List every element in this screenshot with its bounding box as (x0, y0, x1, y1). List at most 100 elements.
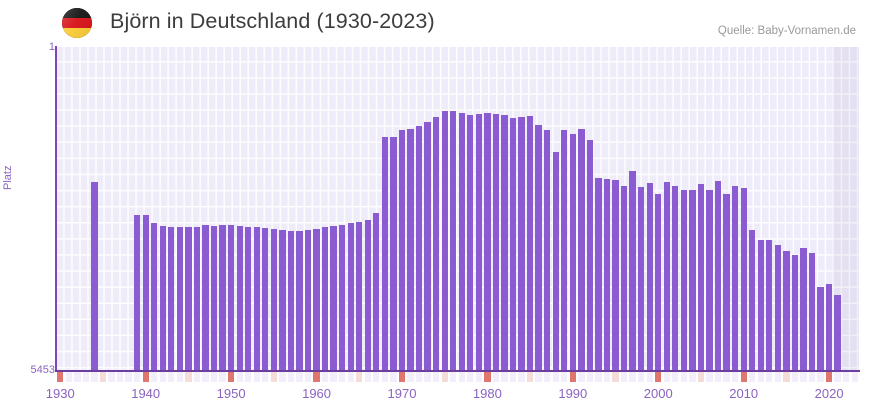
bar (800, 248, 807, 370)
x-axis-label: 1970 (387, 386, 417, 401)
x-axis-tick-mark (185, 372, 192, 382)
x-axis-tick-mark (569, 372, 576, 382)
x-axis-tick-mark (151, 372, 158, 382)
bar (91, 182, 98, 370)
bar (501, 115, 508, 370)
bar (706, 190, 713, 370)
bar (578, 129, 585, 370)
x-axis-tick-marks (56, 372, 859, 383)
x-axis-tick-mark (638, 372, 645, 382)
bar (834, 295, 841, 370)
bar (321, 227, 329, 370)
bar (544, 130, 551, 370)
y-axis-tick-bottom: 5453 (30, 364, 55, 376)
y-axis-title: Platz (2, 165, 14, 190)
bar (697, 184, 705, 370)
x-axis-tick-mark (501, 372, 508, 382)
x-axis-tick-mark (321, 372, 329, 382)
x-axis-tick-mark (168, 372, 175, 382)
x-axis-tick-mark (458, 372, 465, 382)
x-axis-tick-mark (441, 372, 448, 382)
x-axis-tick-mark (176, 372, 184, 382)
x-axis-tick-mark (509, 372, 517, 382)
bar (142, 215, 149, 370)
x-axis-tick-mark (603, 372, 611, 382)
bar (808, 253, 816, 370)
x-axis-label: 2000 (643, 386, 673, 401)
x-axis-tick-mark (432, 372, 440, 382)
bar (441, 111, 448, 370)
x-axis-tick-mark (561, 372, 568, 382)
bar (407, 129, 414, 370)
x-axis-tick-mark (82, 372, 90, 382)
bar (569, 134, 576, 370)
x-axis-tick-mark (65, 372, 72, 382)
x-axis-tick-mark (407, 372, 414, 382)
bar (210, 226, 218, 370)
germany-flag-icon (62, 8, 92, 38)
x-axis-tick-mark (791, 372, 799, 382)
x-axis-tick-mark (227, 372, 235, 382)
x-axis-tick-mark (236, 372, 243, 382)
x-axis-tick-mark (142, 372, 149, 382)
x-axis-tick-mark (108, 372, 115, 382)
x-axis-tick-mark (663, 372, 670, 382)
x-axis-tick-mark (475, 372, 482, 382)
x-axis-tick-mark (723, 372, 730, 382)
y-axis-line (55, 46, 57, 371)
bar (398, 130, 406, 370)
bar (680, 190, 688, 370)
x-axis-label: 1960 (302, 386, 332, 401)
x-axis-tick-mark (612, 372, 619, 382)
bar (176, 227, 184, 370)
x-axis-tick-mark (851, 372, 858, 382)
bar (450, 111, 457, 370)
bar (245, 227, 252, 370)
bar (262, 228, 269, 370)
x-axis-tick-mark (133, 372, 141, 382)
bar (825, 284, 833, 370)
source-attribution: Quelle: Baby-Vornamen.de (717, 25, 856, 37)
bar-series-bjoern (56, 47, 859, 370)
x-axis-tick-mark (800, 372, 807, 382)
bar (766, 240, 773, 370)
bar (159, 226, 166, 370)
x-axis-tick-mark (356, 372, 363, 382)
x-axis-label: 1990 (558, 386, 588, 401)
x-axis-tick-mark (202, 372, 209, 382)
x-axis-tick-mark (304, 372, 312, 382)
bar (672, 186, 679, 370)
x-axis-label: 2010 (729, 386, 759, 401)
x-axis-tick-mark (99, 372, 107, 382)
bar (296, 231, 303, 370)
x-axis-tick-mark (749, 372, 756, 382)
x-axis-tick-mark (672, 372, 679, 382)
bar (185, 227, 192, 370)
x-axis-tick-mark (193, 372, 201, 382)
x-axis-tick-mark (313, 372, 320, 382)
x-axis-tick-mark (757, 372, 764, 382)
bar (603, 179, 611, 370)
x-axis-tick-mark (253, 372, 260, 382)
bar (432, 117, 440, 370)
x-axis-label: 2020 (814, 386, 844, 401)
x-axis-label: 1940 (131, 386, 161, 401)
x-axis-tick-mark (91, 372, 98, 382)
bar (757, 240, 764, 370)
x-axis-tick-mark (518, 372, 525, 382)
x-axis-tick-mark (731, 372, 739, 382)
bar (279, 230, 286, 370)
x-axis-tick-mark (620, 372, 628, 382)
x-axis-tick-mark (817, 372, 824, 382)
bar (586, 140, 594, 370)
chart-header: Björn in Deutschland (1930-2023) Quelle:… (0, 0, 873, 46)
x-axis-tick-mark (270, 372, 277, 382)
x-axis-tick-mark (492, 372, 500, 382)
bar (236, 226, 243, 370)
x-axis-tick-mark (210, 372, 218, 382)
x-axis-label: 1980 (472, 386, 502, 401)
x-axis-tick-mark (595, 372, 602, 382)
flag-band-red (62, 17, 92, 28)
x-axis-label: 1950 (216, 386, 246, 401)
